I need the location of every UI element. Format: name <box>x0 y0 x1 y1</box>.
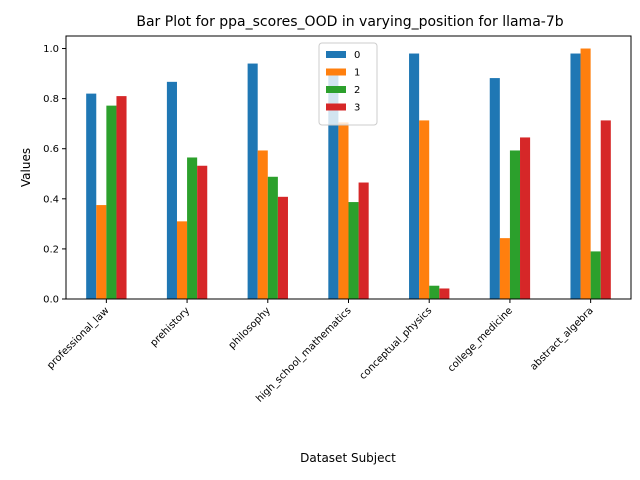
bar-series-0-high_school_mathematics <box>328 69 339 299</box>
bar-series-2-conceptual_physics <box>429 285 440 299</box>
bar-series-3-conceptual_physics <box>439 288 450 299</box>
bar-series-0-abstract_algebra <box>570 53 581 299</box>
y-axis-label: Values <box>19 148 33 187</box>
legend-swatch-0 <box>326 51 346 58</box>
bar-series-2-philosophy <box>267 176 278 299</box>
x-tick-label: prehistory <box>149 305 193 349</box>
bar-series-0-prehistory <box>166 81 177 299</box>
x-tick-label: philosophy <box>227 305 273 351</box>
x-tick-label: college_medicine <box>446 305 515 374</box>
x-tick-label: abstract_algebra <box>528 305 595 372</box>
bar-series-2-professional_law <box>106 105 117 299</box>
bar-series-0-professional_law <box>86 93 97 299</box>
bar-series-1-philosophy <box>257 150 268 299</box>
y-tick-label: 0.4 <box>43 194 59 205</box>
chart-title: Bar Plot for ppa_scores_OOD in varying_p… <box>136 14 563 30</box>
bar-series-3-college_medicine <box>520 137 531 299</box>
legend: 0 1 2 3 <box>318 42 378 126</box>
x-tick-label: professional_law <box>45 305 111 371</box>
bar-series-0-philosophy <box>247 63 258 299</box>
bar-series-1-abstract_algebra <box>580 48 591 299</box>
x-axis-label: Dataset Subject <box>300 451 396 465</box>
y-tick-label: 0.6 <box>43 144 59 155</box>
x-axis: professional_law prehistory philosophyhigh… <box>45 299 596 405</box>
legend-swatch-3 <box>326 103 346 111</box>
x-tick-label: high_school_mathematics <box>254 305 353 404</box>
bar-series-1-high_school_mathematics <box>338 122 349 299</box>
bar-series-2-abstract_algebra <box>590 251 601 299</box>
bar-series-0-college_medicine <box>489 78 500 299</box>
bar-series-3-prehistory <box>197 165 208 299</box>
y-axis: 0.0 0.2 0.4 0.6 0.8 1.0 <box>43 44 66 306</box>
legend-label-2: 2 <box>354 85 360 96</box>
legend-label-3: 3 <box>354 103 360 114</box>
bar-series-0-conceptual_physics <box>409 53 420 299</box>
y-tick-label: 0.2 <box>43 244 59 255</box>
legend-label-0: 0 <box>354 50 360 61</box>
bar-series-1-conceptual_physics <box>419 120 430 299</box>
y-tick-label: 0.0 <box>43 295 59 306</box>
legend-label-1: 1 <box>354 68 360 79</box>
bar-series-2-prehistory <box>187 157 198 299</box>
bar-series-3-philosophy <box>277 196 288 299</box>
bars-layer <box>86 48 611 299</box>
legend-swatch-2 <box>326 86 346 93</box>
bar-series-1-professional_law <box>96 205 107 299</box>
bar-series-2-high_school_mathematics <box>348 202 359 299</box>
legend-swatch-1 <box>326 68 346 76</box>
y-tick-label: 1.0 <box>43 44 59 55</box>
bar-series-3-abstract_algebra <box>600 120 611 299</box>
bar-series-1-college_medicine <box>499 238 510 299</box>
bar-series-2-college_medicine <box>509 150 521 299</box>
bar-series-3-high_school_mathematics <box>358 182 369 299</box>
bar-series-1-prehistory <box>176 221 188 299</box>
x-tick-label: conceptual_physics <box>358 305 435 382</box>
bar-series-3-professional_law <box>116 96 127 299</box>
y-tick-label: 0.8 <box>43 94 59 105</box>
